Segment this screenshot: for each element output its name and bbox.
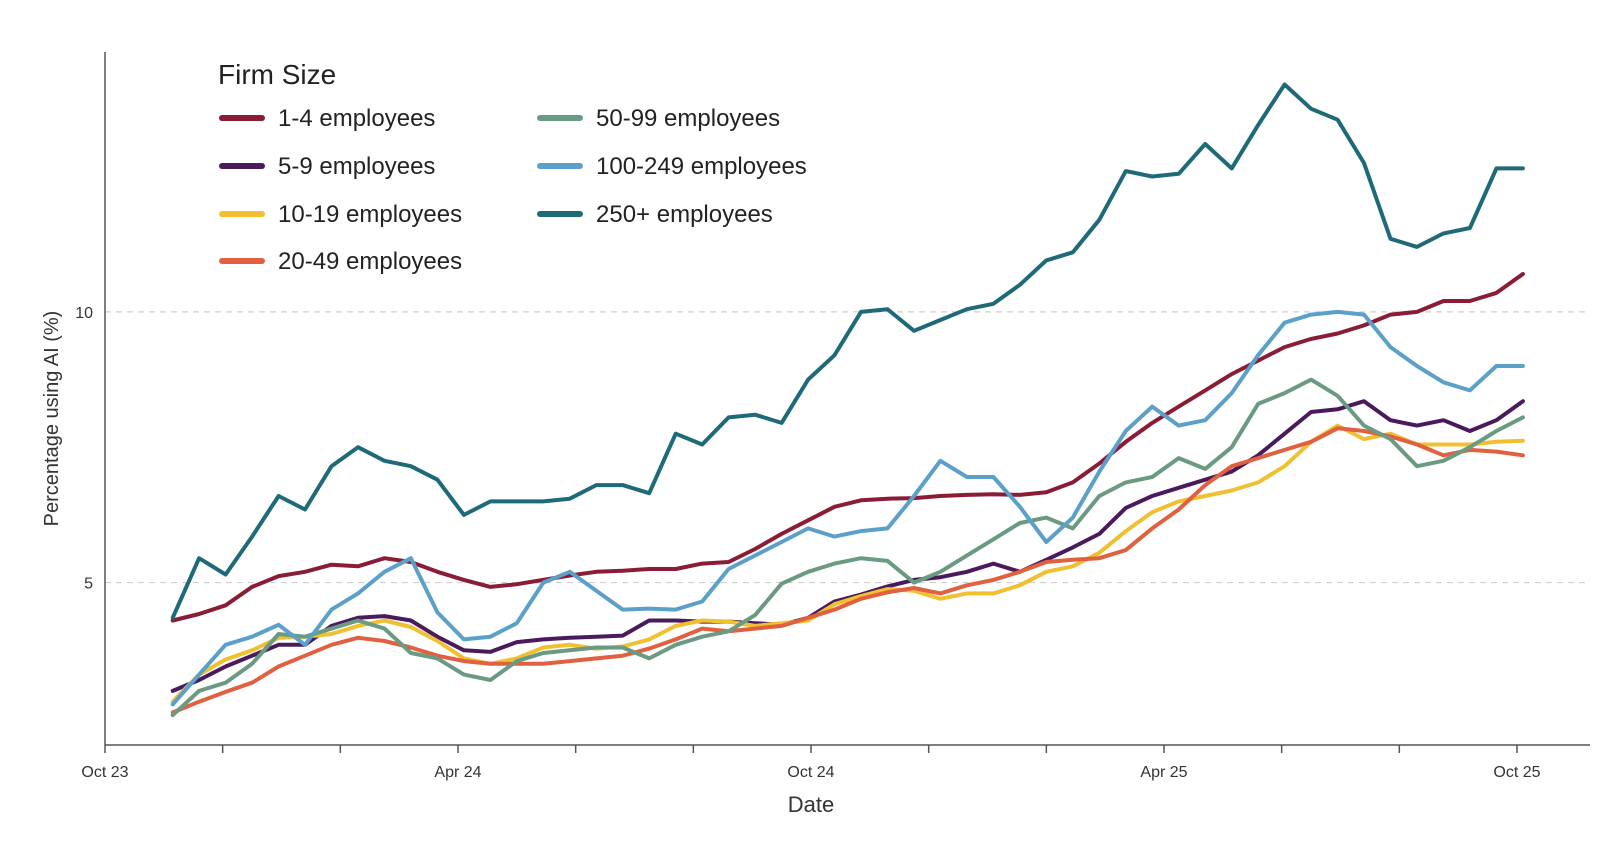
series-line-1-4-employees xyxy=(170,272,1525,623)
x-tick-label: Apr 25 xyxy=(1140,764,1187,781)
y-tick-label: 5 xyxy=(84,576,93,593)
legend-label: 1-4 employees xyxy=(278,105,435,132)
y-ticks: 5 10 xyxy=(75,305,93,593)
legend-item-20-49-employees: 20-49 employees xyxy=(219,248,462,275)
series-line-5-9-employees xyxy=(170,399,1525,693)
legend-item-10-19-employees: 10-19 employees xyxy=(219,201,462,228)
series-line-250-employees xyxy=(170,82,1525,620)
legend-label: 250+ employees xyxy=(596,201,773,228)
legend-label: 20-49 employees xyxy=(278,248,462,275)
legend-item-5-9-employees: 5-9 employees xyxy=(219,153,435,180)
y-tick-label: 10 xyxy=(75,305,93,322)
legend-item-250-employees: 250+ employees xyxy=(537,201,773,228)
legend: Firm Size 1-4 employees 5-9 employees 10-1… xyxy=(218,59,807,275)
series-line-20-49-employees xyxy=(170,426,1525,715)
legend-label: 10-19 employees xyxy=(278,201,462,228)
legend-title: Firm Size xyxy=(218,59,336,90)
series-line-10-19-employees xyxy=(170,423,1525,704)
x-tick-label: Oct 23 xyxy=(81,764,128,781)
series-line-50-99-employees xyxy=(170,377,1525,718)
y-axis-label: Percentage using AI (%) xyxy=(41,311,63,527)
series-line-100-249-employees xyxy=(170,309,1525,707)
series-lines xyxy=(170,82,1525,718)
legend-label: 100-249 employees xyxy=(596,153,807,180)
legend-label: 50-99 employees xyxy=(596,105,780,132)
legend-item-100-249-employees: 100-249 employees xyxy=(537,153,807,180)
legend-item-50-99-employees: 50-99 employees xyxy=(537,105,780,132)
x-ticks: Oct 23 Apr 24 Oct 24 Apr 25 Oct 25 xyxy=(81,745,1541,781)
x-tick-label: Oct 25 xyxy=(1493,764,1540,781)
x-tick-label: Apr 24 xyxy=(434,764,481,781)
x-tick-label: Oct 24 xyxy=(787,764,834,781)
x-axis-label: Date xyxy=(788,792,834,817)
axes xyxy=(104,52,1590,746)
legend-label: 5-9 employees xyxy=(278,153,435,180)
gridlines xyxy=(105,311,1590,584)
legend-items: 1-4 employees 5-9 employees 10-19 employee… xyxy=(219,105,807,275)
legend-item-1-4-employees: 1-4 employees xyxy=(219,105,435,132)
